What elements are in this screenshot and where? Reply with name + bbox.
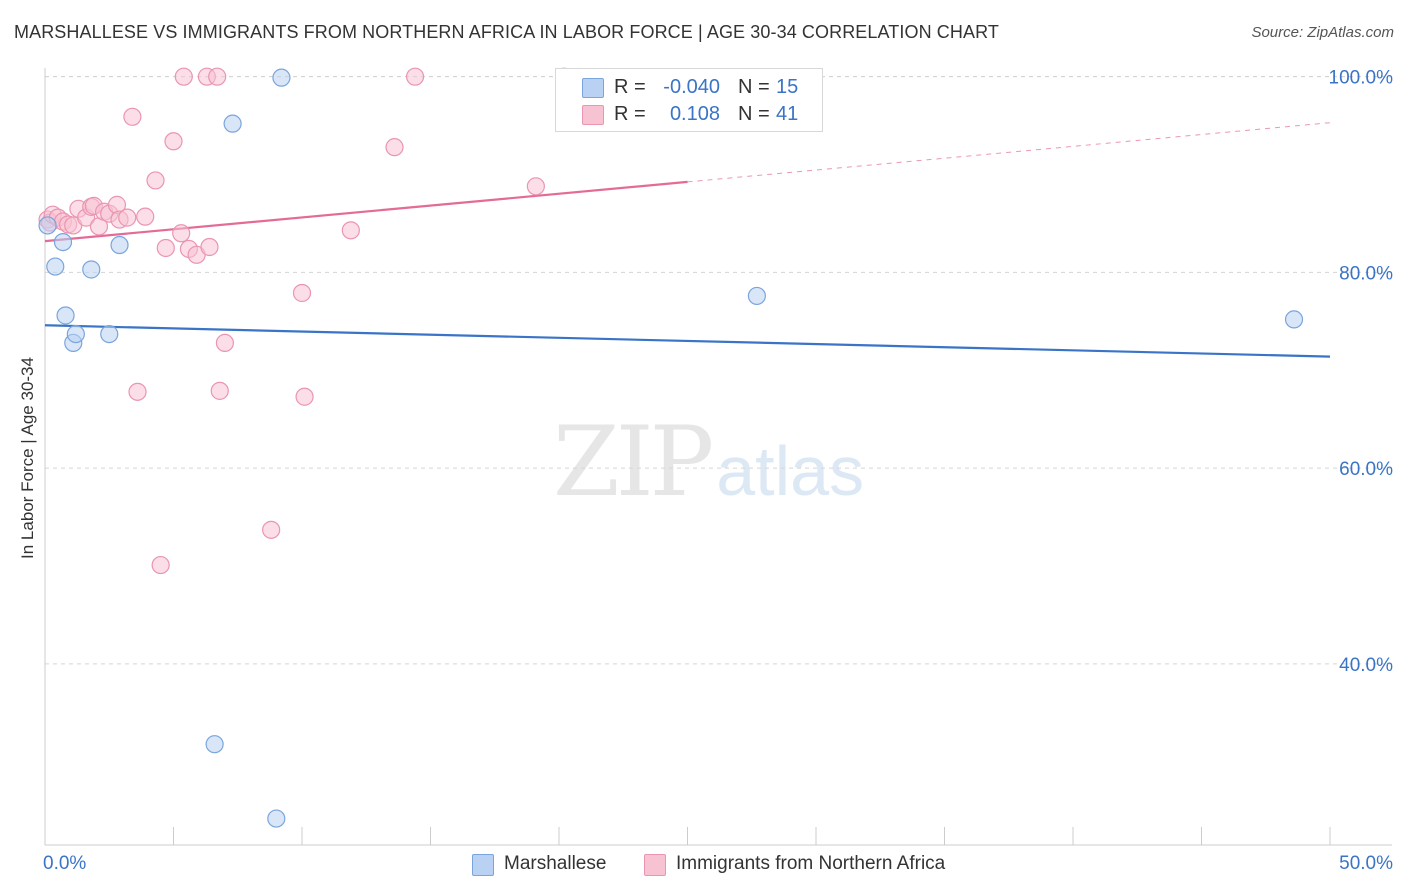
data-point-marshallese <box>110 235 129 255</box>
legend-swatch-pink <box>582 105 604 125</box>
data-point-northern-africa <box>200 237 219 257</box>
chart-title: MARSHALLESE VS IMMIGRANTS FROM NORTHERN … <box>14 22 999 42</box>
legend-label: Marshallese <box>504 853 607 874</box>
data-point-northern-africa <box>262 520 281 539</box>
data-point-northern-africa <box>295 387 314 406</box>
legend-r-label: R = <box>614 103 646 125</box>
legend-n-value: 41 <box>776 103 799 125</box>
data-point-marshallese <box>747 286 766 306</box>
legend-r-value: 0.108 <box>669 103 720 125</box>
data-point-northern-africa <box>123 107 142 126</box>
y-axis-label: In Labor Force | Age 30-34 <box>18 357 37 559</box>
x-tick-label-min: 0.0% <box>43 853 86 874</box>
data-point-northern-africa <box>292 283 312 303</box>
y-tick-label: 60.0% <box>1339 459 1393 480</box>
legend-n-label: N = <box>738 76 770 98</box>
trend-line-marshallese <box>44 324 1331 358</box>
data-point-marshallese <box>267 809 286 828</box>
data-point-marshallese <box>1284 310 1304 329</box>
data-point-marshallese <box>66 324 85 344</box>
data-point-marshallese <box>53 232 73 252</box>
x-tick-label-max: 50.0% <box>1339 853 1393 874</box>
series-legend: Marshallese Immigrants from Northern Afr… <box>0 852 1406 878</box>
data-point-northern-africa <box>215 333 234 353</box>
data-point-northern-africa <box>208 67 227 86</box>
data-point-marshallese <box>46 257 65 276</box>
data-point-northern-africa <box>128 382 147 401</box>
data-point-northern-africa <box>151 555 170 575</box>
data-point-marshallese <box>223 114 242 133</box>
data-point-marshallese <box>82 260 101 279</box>
trend-layer <box>44 122 1331 358</box>
watermark: ZIPatlas <box>553 406 864 518</box>
watermark-atlas: atlas <box>716 432 865 510</box>
legend-r-label: R = <box>614 76 646 98</box>
trend-line-northern-africa <box>44 180 688 243</box>
data-point-marshallese <box>100 324 119 344</box>
data-point-marshallese <box>205 735 224 754</box>
data-point-marshallese <box>38 216 57 235</box>
grid-layer <box>45 76 1392 665</box>
legend-swatch-pink <box>644 854 666 876</box>
data-point-northern-africa <box>146 171 165 190</box>
legend-swatch-blue <box>472 854 494 876</box>
data-point-marshallese <box>56 306 75 325</box>
data-point-northern-africa <box>526 177 545 196</box>
data-point-northern-africa <box>136 207 155 226</box>
data-point-northern-africa <box>164 132 183 151</box>
legend-n-label: N = <box>738 103 770 125</box>
legend-row-northern-africa: R = 0.108 N = 41 <box>556 101 822 127</box>
legend-swatch-blue <box>582 78 604 98</box>
data-point-northern-africa <box>405 67 425 86</box>
data-point-northern-africa <box>341 221 360 240</box>
y-tick-label: 40.0% <box>1339 655 1393 676</box>
data-point-northern-africa <box>118 208 137 227</box>
y-tick-label: 80.0% <box>1339 263 1393 284</box>
tick-label-layer: 40.0% 60.0% 80.0% 100.0% 0.0% 50.0% <box>43 68 1393 874</box>
legend-r-value: -0.040 <box>663 76 720 98</box>
legend-n-value: 15 <box>776 76 799 98</box>
data-point-northern-africa <box>156 238 175 258</box>
legend-label: Immigrants from Northern Africa <box>676 853 946 874</box>
watermark-zip: ZIP <box>553 406 714 518</box>
trend-line-dashed-northern-africa <box>687 122 1331 183</box>
correlation-legend: R = -0.040 N = 15 R = 0.108 N = 41 <box>555 68 823 132</box>
axis-layer <box>44 68 1392 846</box>
point-layer <box>38 67 1304 828</box>
legend-row-marshallese: R = -0.040 N = 15 <box>556 74 822 100</box>
source-label: Source: ZipAtlas.com <box>1251 24 1394 41</box>
data-point-northern-africa <box>385 138 404 157</box>
data-point-marshallese <box>272 68 291 87</box>
y-tick-label: 100.0% <box>1329 68 1394 89</box>
data-point-northern-africa <box>174 67 193 86</box>
data-point-northern-africa <box>172 224 191 243</box>
data-point-northern-africa <box>210 381 229 400</box>
